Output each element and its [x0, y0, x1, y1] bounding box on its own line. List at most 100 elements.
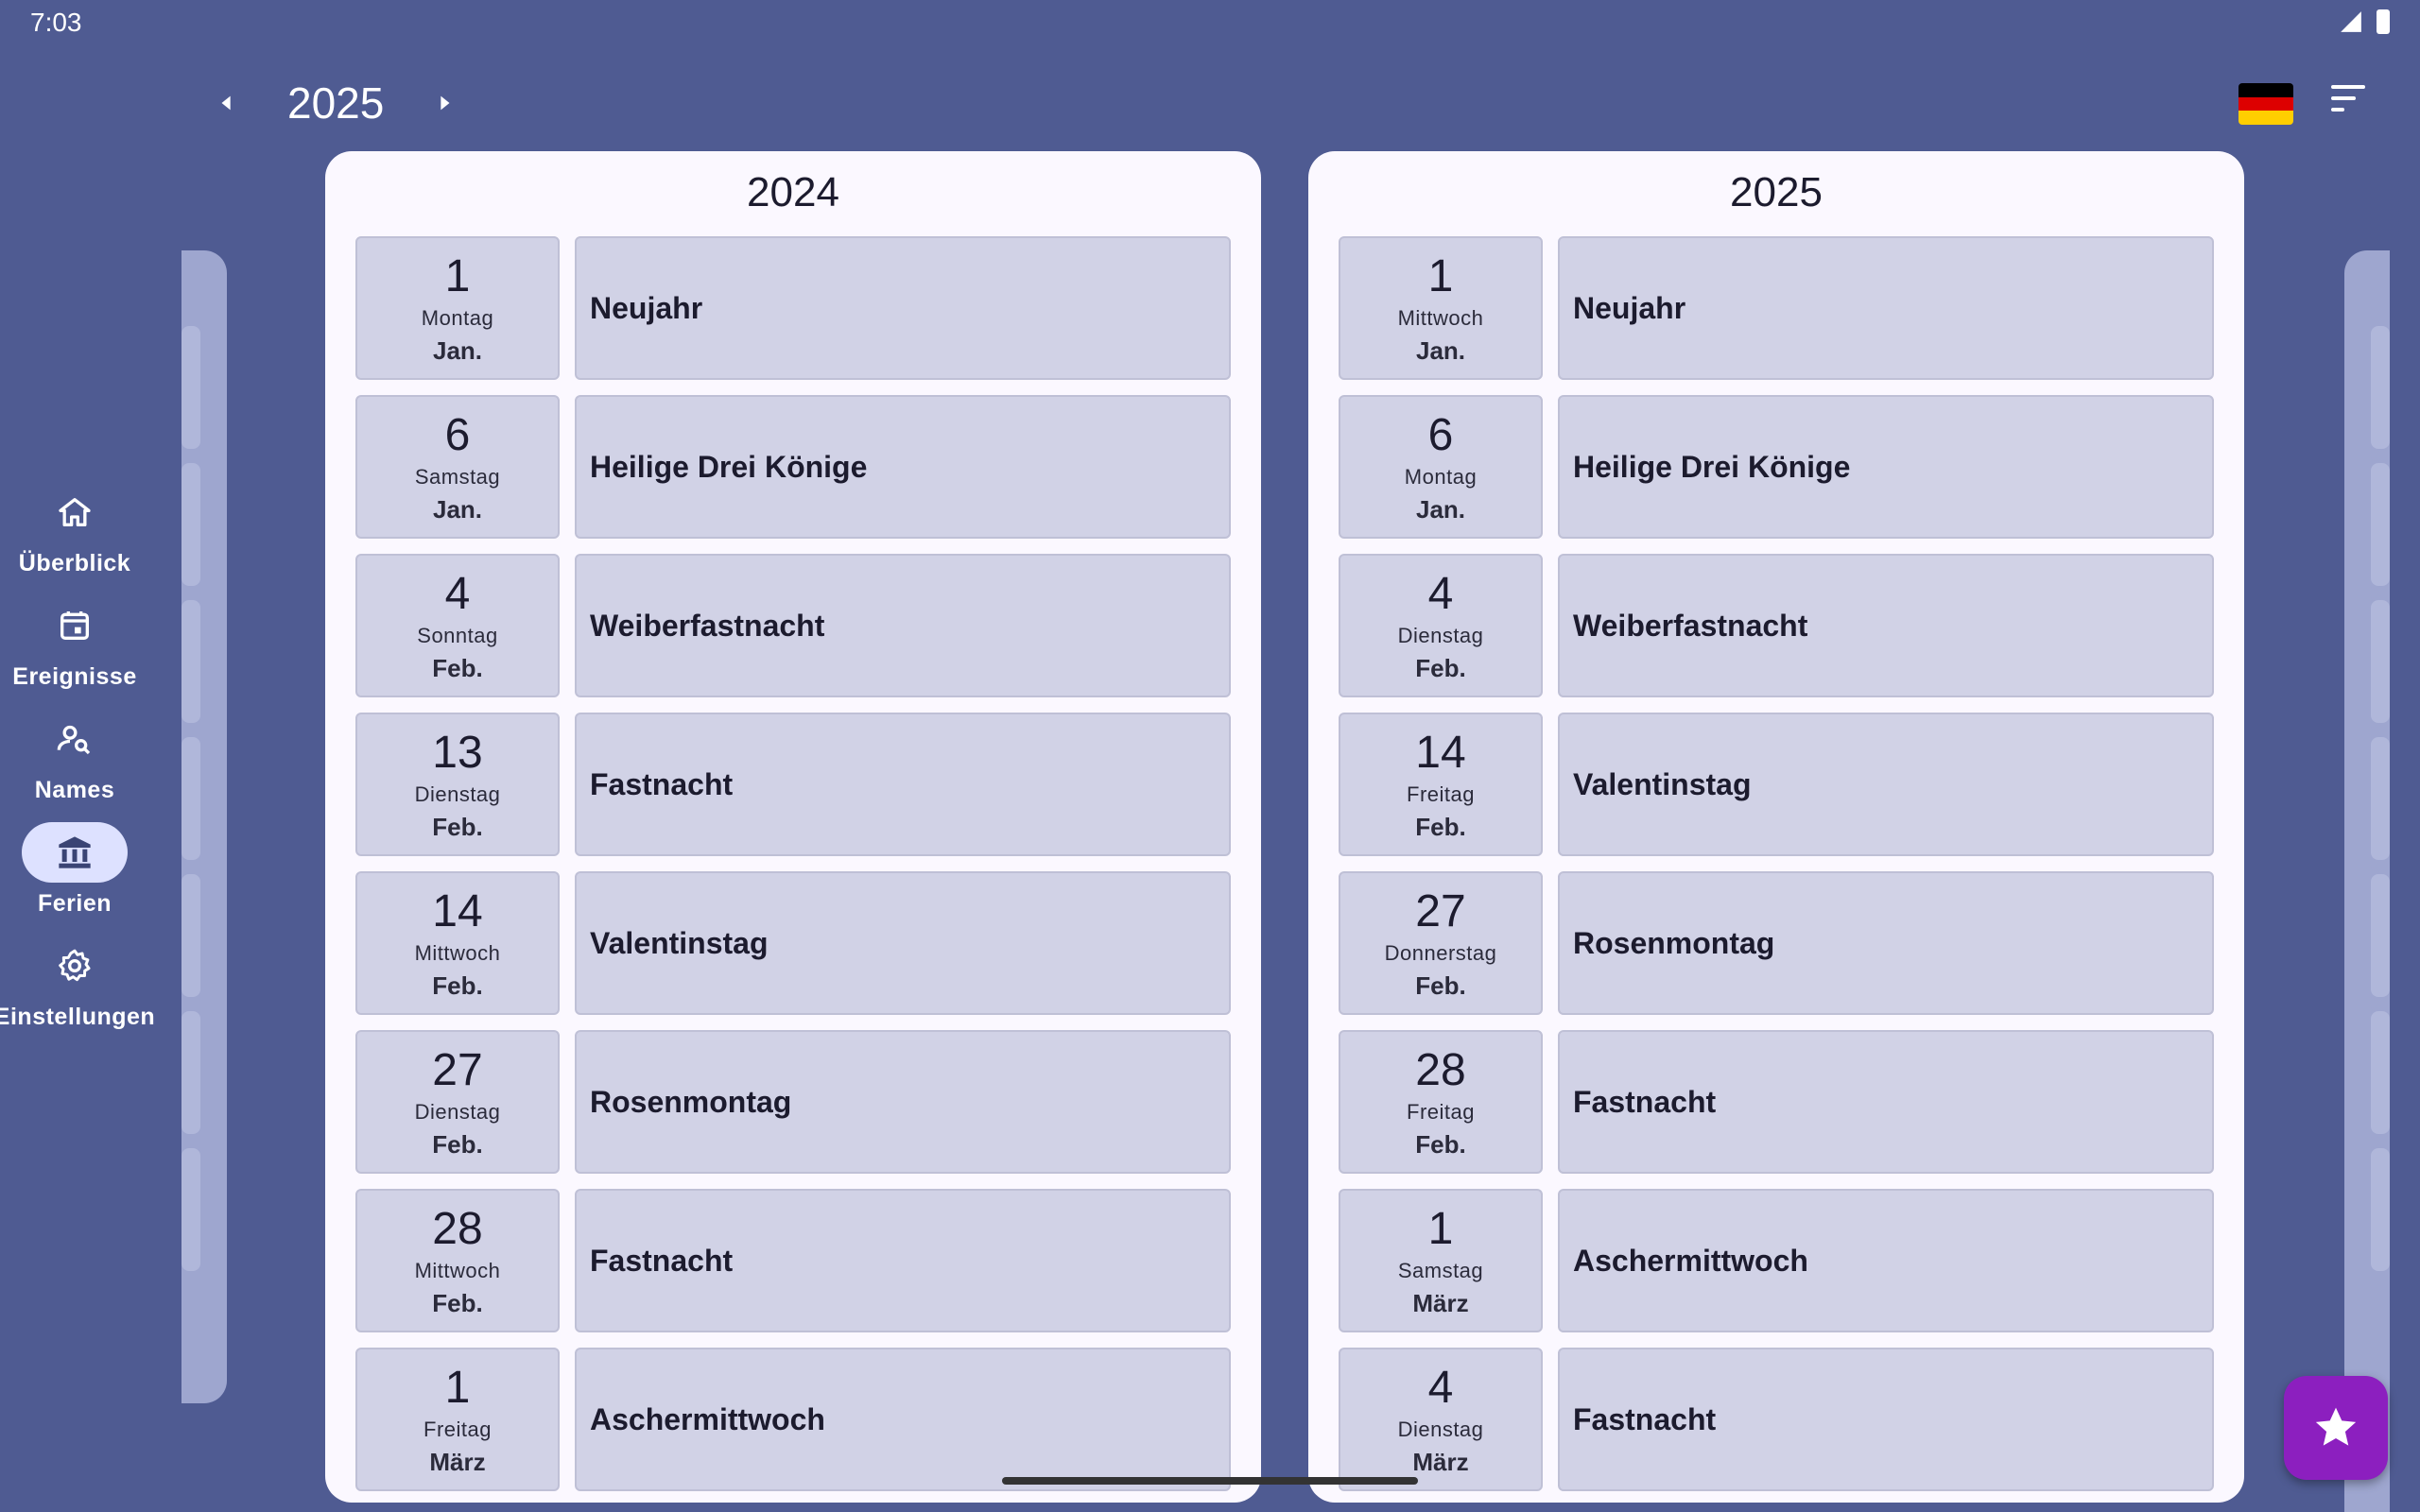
holiday-name-card[interactable]: Fastnacht [575, 1189, 1231, 1332]
holiday-name-card[interactable]: Fastnacht [575, 713, 1231, 856]
month-label: Jan. [1415, 494, 1466, 524]
rail-icon-container [22, 709, 128, 769]
weekday-label: Montag [1404, 464, 1478, 489]
holiday-name-card[interactable]: Fastnacht [1558, 1348, 2214, 1491]
germany-flag-icon[interactable] [2238, 83, 2293, 125]
month-label: Feb. [1415, 971, 1466, 1000]
weekday-label: Dienstag [414, 782, 501, 806]
day-number: 27 [432, 1044, 483, 1095]
month-label: Feb. [1415, 1129, 1466, 1159]
holiday-row: 14 Freitag Feb. Valentinstag [1339, 713, 2214, 856]
holiday-name-card[interactable]: Weiberfastnacht [1558, 554, 2214, 697]
holiday-row: 4 Dienstag Feb. Weiberfastnacht [1339, 554, 2214, 697]
holiday-name-card[interactable]: Heilige Drei Könige [575, 395, 1231, 539]
sort-icon-line [2331, 108, 2344, 112]
flag-stripe-gold [2238, 111, 2293, 125]
gesture-handle[interactable] [1002, 1477, 1418, 1485]
month-label: Feb. [1415, 812, 1466, 841]
date-card[interactable]: 6 Montag Jan. [1339, 395, 1543, 539]
month-label: Feb. [432, 812, 483, 841]
rail-item-overview[interactable]: Überblick [0, 482, 149, 595]
holiday-row: 6 Montag Jan. Heilige Drei Könige [1339, 395, 2214, 539]
holiday-row: 27 Donnerstag Feb. Rosenmontag [1339, 871, 2214, 1015]
calendar-icon [60, 611, 89, 640]
peek-slot [2371, 737, 2390, 860]
date-card[interactable]: 1 Freitag März [355, 1348, 560, 1491]
day-number: 14 [432, 885, 483, 936]
weekday-label: Dienstag [414, 1099, 501, 1124]
date-card[interactable]: 28 Mittwoch Feb. [355, 1189, 560, 1332]
holiday-name-card[interactable]: Neujahr [575, 236, 1231, 380]
weekday-label: Montag [421, 305, 494, 330]
holiday-list: 1 Mittwoch Jan. Neujahr 6 Montag Jan. He… [1308, 236, 2244, 1491]
peek-slot [182, 737, 200, 860]
month-label: März [1412, 1447, 1469, 1476]
holiday-name-card[interactable]: Heilige Drei Könige [1558, 395, 2214, 539]
previous-page-peek[interactable] [182, 250, 227, 1403]
rail-item-label: Ferien [37, 890, 112, 917]
day-number: 1 [444, 1362, 471, 1413]
holiday-name-card[interactable]: Aschermittwoch [1558, 1189, 2214, 1332]
date-card[interactable]: 4 Dienstag Feb. [1339, 554, 1543, 697]
favorite-fab-button[interactable] [2284, 1376, 2388, 1480]
holiday-row: 4 Sonntag Feb. Weiberfastnacht [355, 554, 1231, 697]
weekday-label: Mittwoch [414, 940, 501, 965]
rail-item-settings[interactable]: Einstellungen [0, 936, 155, 1049]
rail-item-holidays[interactable]: Ferien [0, 822, 149, 936]
sort-icon-line [2331, 85, 2365, 89]
date-card[interactable]: 28 Freitag Feb. [1339, 1030, 1543, 1174]
weekday-label: Freitag [424, 1417, 492, 1441]
date-card[interactable]: 14 Mittwoch Feb. [355, 871, 560, 1015]
month-label: März [1412, 1288, 1469, 1317]
year-navigation: 2025 [208, 77, 463, 129]
date-card[interactable]: 4 Dienstag März [1339, 1348, 1543, 1491]
date-card[interactable]: 13 Dienstag Feb. [355, 713, 560, 856]
holiday-name-card[interactable]: Rosenmontag [1558, 871, 2214, 1015]
holiday-row: 14 Mittwoch Feb. Valentinstag [355, 871, 1231, 1015]
weekday-label: Mittwoch [414, 1258, 501, 1282]
current-year-label: 2025 [287, 78, 385, 128]
day-number: 1 [1427, 1203, 1454, 1254]
next-year-button[interactable] [425, 84, 463, 122]
holiday-row: 27 Dienstag Feb. Rosenmontag [355, 1030, 1231, 1174]
holiday-panel-2025: 2025 1 Mittwoch Jan. Neujahr 6 Montag Ja… [1308, 151, 2244, 1503]
date-card[interactable]: 27 Donnerstag Feb. [1339, 871, 1543, 1015]
holiday-name-card[interactable]: Valentinstag [575, 871, 1231, 1015]
month-label: März [429, 1447, 486, 1476]
holiday-name-card[interactable]: Valentinstag [1558, 713, 2214, 856]
holiday-name-card[interactable]: Rosenmontag [575, 1030, 1231, 1174]
peek-slot [182, 874, 200, 997]
holiday-row: 28 Freitag Feb. Fastnacht [1339, 1030, 2214, 1174]
sort-button[interactable] [2331, 85, 2373, 127]
holiday-row: 4 Dienstag März Fastnacht [1339, 1348, 2214, 1491]
holiday-name-card[interactable]: Aschermittwoch [575, 1348, 1231, 1491]
date-card[interactable]: 1 Montag Jan. [355, 236, 560, 380]
date-card[interactable]: 4 Sonntag Feb. [355, 554, 560, 697]
weekday-label: Mittwoch [1397, 305, 1484, 330]
status-time: 7:03 [30, 8, 82, 37]
rail-item-label: Ereignisse [12, 663, 137, 690]
date-card[interactable]: 1 Samstag März [1339, 1189, 1543, 1332]
panel-title: 2025 [1730, 169, 1823, 215]
holiday-row: 1 Montag Jan. Neujahr [355, 236, 1231, 380]
day-number: 4 [1427, 568, 1454, 619]
arrow-left-icon [221, 95, 231, 111]
signal-icon [2341, 11, 2361, 32]
rail-item-events[interactable]: Ereignisse [0, 595, 149, 709]
date-card[interactable]: 6 Samstag Jan. [355, 395, 560, 539]
flag-stripe-red [2238, 96, 2293, 112]
holiday-name-card[interactable]: Fastnacht [1558, 1030, 2214, 1174]
previous-year-button[interactable] [208, 84, 246, 122]
rail-item-label: Names [34, 777, 115, 803]
date-card[interactable]: 1 Mittwoch Jan. [1339, 236, 1543, 380]
month-label: Jan. [1415, 335, 1466, 365]
day-number: 4 [1427, 1362, 1454, 1413]
day-number: 6 [1427, 409, 1454, 460]
weekday-label: Sonntag [417, 623, 498, 647]
date-card[interactable]: 27 Dienstag Feb. [355, 1030, 560, 1174]
rail-item-names[interactable]: Names [0, 709, 149, 822]
holiday-name-card[interactable]: Weiberfastnacht [575, 554, 1231, 697]
date-card[interactable]: 14 Freitag Feb. [1339, 713, 1543, 856]
holiday-name-card[interactable]: Neujahr [1558, 236, 2214, 380]
next-page-peek[interactable] [2344, 250, 2390, 1512]
